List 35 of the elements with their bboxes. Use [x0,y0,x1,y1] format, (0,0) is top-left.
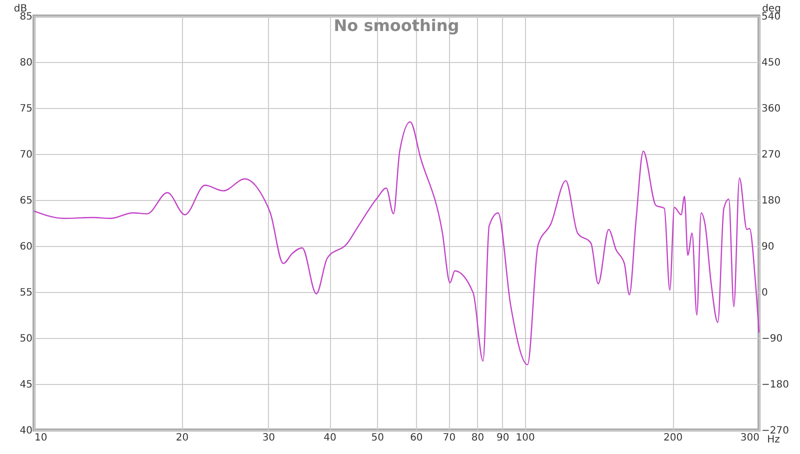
y-tick-label: 80 [20,58,32,68]
y-tick-label: 40 [20,426,32,436]
x-tick-label: 30 [262,432,276,444]
y2-tick-label: −270 [762,426,789,436]
y-tick-label: 85 [20,12,32,22]
y2-tick-label: 270 [762,150,781,160]
x-tick-label: 40 [324,432,336,444]
y2-tick-label: −90 [762,334,783,344]
chart-title: No smoothing [334,16,460,35]
x-axis-title: Hz [767,434,780,446]
y-tick-label: 55 [20,288,32,298]
y2-tick-label: 180 [762,196,781,206]
y2-tick-label: −180 [762,380,789,390]
x-tick-label: 200 [664,432,683,444]
y-tick-label: 75 [20,104,32,114]
x-tick-label: 50 [371,432,384,444]
y-tick-label: 70 [20,150,32,160]
y2-tick-label: 450 [762,58,781,68]
x-tick-label: 70 [442,432,456,444]
y2-tick-label: 360 [762,104,781,114]
x-tick-label: 80 [471,432,484,444]
x-tick-label: 100 [516,432,535,444]
x-tick-label: 20 [176,432,189,444]
x-tick-label: 10 [34,432,48,444]
y-tick-label: 50 [20,334,32,344]
y-tick-label: 65 [20,196,32,206]
y2-axis-title: deg [762,4,781,14]
x-tick-label: 300 [740,432,760,444]
y-tick-label: 45 [20,380,32,390]
y2-tick-label: 0 [762,288,768,298]
y2-tick-label: 90 [762,242,774,252]
y-tick-label: 60 [20,242,32,252]
x-tick-label: 90 [496,432,510,444]
y2-tick-label: 540 [762,12,781,22]
x-tick-label: 60 [410,432,423,444]
